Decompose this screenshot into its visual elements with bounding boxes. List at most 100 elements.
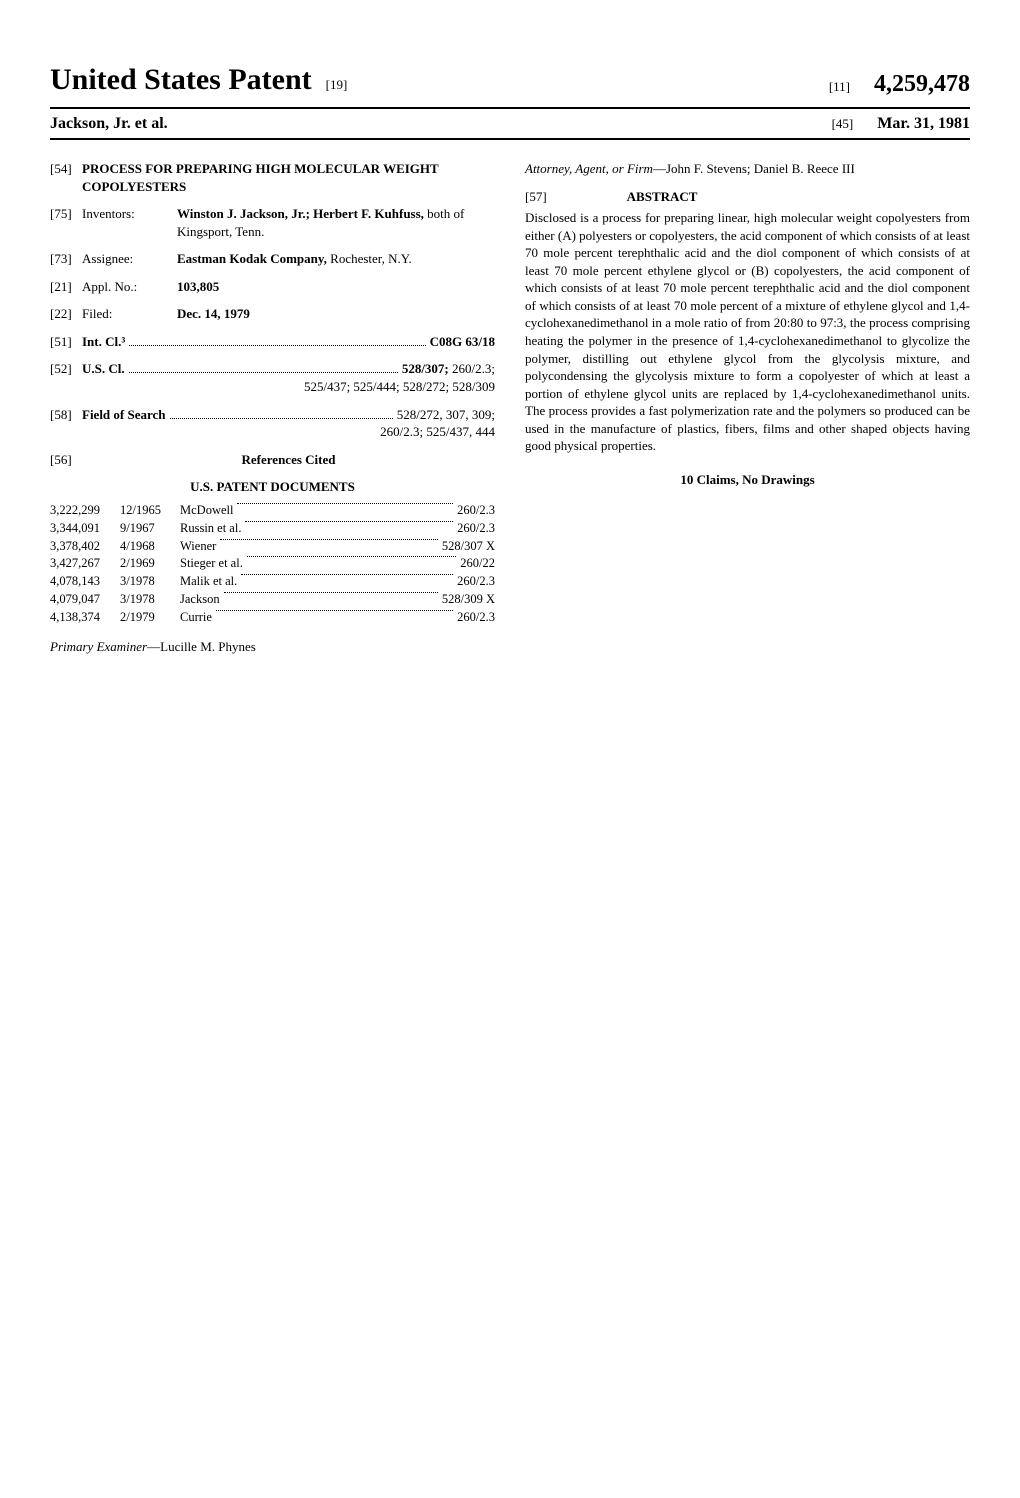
search-row: [58] Field of Search 528/272, 307, 309; xyxy=(50,406,495,424)
header-left: United States Patent [19] xyxy=(50,60,347,101)
asg-value: Eastman Kodak Company, Rochester, N.Y. xyxy=(177,250,495,268)
search-cont: 260/2.3; 525/437, 444 xyxy=(50,423,495,441)
assignee-row: [73] Assignee: Eastman Kodak Company, Ro… xyxy=(50,250,495,268)
appl-no: 103,805 xyxy=(177,278,495,296)
refs-row: [56] References Cited xyxy=(50,451,495,469)
inv-code: [75] xyxy=(50,205,82,223)
ref-date: 2/1979 xyxy=(120,609,180,626)
dots xyxy=(237,502,453,504)
ref-date: 4/1968 xyxy=(120,538,180,555)
refs-title: References Cited xyxy=(82,451,495,469)
sub-header: Jackson, Jr. et al. [45] Mar. 31, 1981 xyxy=(50,113,970,141)
title-row: [54] PROCESS FOR PREPARING HIGH MOLECULA… xyxy=(50,160,495,195)
reference-row: 3,344,0919/1967Russin et al.260/2.3 xyxy=(50,520,495,537)
ref-num: 3,222,299 xyxy=(50,502,120,519)
dots xyxy=(129,344,425,346)
uscl-row: [52] U.S. Cl. 528/307; 260/2.3; xyxy=(50,360,495,378)
reference-row: 4,138,3742/1979Currie260/2.3 xyxy=(50,609,495,626)
header: United States Patent [19] [11] 4,259,478 xyxy=(50,60,970,109)
issue-date: Mar. 31, 1981 xyxy=(877,113,970,135)
search-value: 528/272, 307, 309; xyxy=(397,406,495,424)
ref-class: 260/22 xyxy=(460,555,495,572)
docs-title: U.S. PATENT DOCUMENTS xyxy=(50,478,495,496)
intcl-value: C08G 63/18 xyxy=(430,333,495,351)
right-column: Attorney, Agent, or Firm—John F. Stevens… xyxy=(525,160,970,655)
inventors-row: [75] Inventors: Winston J. Jackson, Jr.;… xyxy=(50,205,495,240)
dots xyxy=(224,591,438,593)
uscl-val: 528/307; 260/2.3; xyxy=(402,360,495,378)
abstract-code: [57] xyxy=(525,188,547,206)
ref-rest: Stieger et al. 260/22 xyxy=(180,555,495,572)
ref-class: 528/309 X xyxy=(442,591,495,608)
columns: [54] PROCESS FOR PREPARING HIGH MOLECULA… xyxy=(50,160,970,655)
examiner-label: Primary Examiner xyxy=(50,639,147,654)
asg-name: Eastman Kodak Company, xyxy=(177,251,327,266)
dots xyxy=(245,520,453,522)
asg-loc: Rochester, N.Y. xyxy=(327,251,412,266)
reference-row: 3,427,2672/1969Stieger et al. 260/22 xyxy=(50,555,495,572)
asg-label: Assignee: xyxy=(82,250,177,268)
ref-date: 9/1967 xyxy=(120,520,180,537)
ref-name: Wiener xyxy=(180,538,216,555)
filed-code: [22] xyxy=(50,305,82,323)
dots xyxy=(247,555,456,557)
inv-names: Winston J. Jackson, Jr.; Herbert F. Kuhf… xyxy=(177,206,424,221)
ref-date: 2/1969 xyxy=(120,555,180,572)
intcl-code: [51] xyxy=(50,333,82,351)
intcl-line: Int. Cl.³ C08G 63/18 xyxy=(82,333,495,351)
ref-rest: Currie260/2.3 xyxy=(180,609,495,626)
ref-name: Malik et al. xyxy=(180,573,237,590)
ref-num: 3,427,267 xyxy=(50,555,120,572)
dots xyxy=(220,538,438,540)
ref-rest: Jackson 528/309 X xyxy=(180,591,495,608)
date-bracket: [45] xyxy=(832,115,854,133)
ref-name: Currie xyxy=(180,609,212,626)
examiner-name: —Lucille M. Phynes xyxy=(147,639,256,654)
patent-heading: United States Patent xyxy=(50,60,312,101)
intcl-label: Int. Cl.³ xyxy=(82,333,125,351)
appl-row: [21] Appl. No.: 103,805 xyxy=(50,278,495,296)
reference-row: 4,079,0473/1978Jackson528/309 X xyxy=(50,591,495,608)
examiner-line: Primary Examiner—Lucille M. Phynes xyxy=(50,638,495,656)
ref-rest: Malik et al. 260/2.3 xyxy=(180,573,495,590)
uscl-line: U.S. Cl. 528/307; 260/2.3; xyxy=(82,360,495,378)
header-right: [11] 4,259,478 xyxy=(829,68,970,100)
inv-value: Winston J. Jackson, Jr.; Herbert F. Kuhf… xyxy=(177,205,495,240)
filed-date: Dec. 14, 1979 xyxy=(177,305,495,323)
reference-row: 4,078,1433/1978Malik et al.260/2.3 xyxy=(50,573,495,590)
ref-rest: Wiener 528/307 X xyxy=(180,538,495,555)
ref-num: 4,138,374 xyxy=(50,609,120,626)
ref-class: 260/2.3 xyxy=(457,520,495,537)
abstract-text: Disclosed is a process for preparing lin… xyxy=(525,209,970,455)
ref-name: Jackson xyxy=(180,591,220,608)
uscl-tail: 260/2.3; xyxy=(449,361,495,376)
pn-bracket: [11] xyxy=(829,78,850,96)
abstract-header: [57] ABSTRACT xyxy=(525,188,970,206)
uscl-label: U.S. Cl. xyxy=(82,360,125,378)
title-code: [54] xyxy=(50,160,82,178)
inv-label: Inventors: xyxy=(82,205,177,223)
inventor-header: Jackson, Jr. et al. xyxy=(50,113,168,135)
references-list: 3,222,29912/1965McDowell260/2.33,344,091… xyxy=(50,502,495,626)
search-line: Field of Search 528/272, 307, 309; xyxy=(82,406,495,424)
invention-title: PROCESS FOR PREPARING HIGH MOLECULAR WEI… xyxy=(82,160,495,195)
uscl-code: [52] xyxy=(50,360,82,378)
reference-row: 3,378,4024/1968Wiener 528/307 X xyxy=(50,538,495,555)
ref-rest: Russin et al.260/2.3 xyxy=(180,520,495,537)
ref-class: 528/307 X xyxy=(442,538,495,555)
ref-name: Stieger et al. xyxy=(180,555,243,572)
reference-row: 3,222,29912/1965McDowell260/2.3 xyxy=(50,502,495,519)
patent-number-row: [11] 4,259,478 xyxy=(829,68,970,100)
ref-num: 4,079,047 xyxy=(50,591,120,608)
ref-num: 3,378,402 xyxy=(50,538,120,555)
attorney-label: Attorney, Agent, or Firm xyxy=(525,161,653,176)
ref-date: 12/1965 xyxy=(120,502,180,519)
claims-line: 10 Claims, No Drawings xyxy=(525,471,970,489)
uscl-cont: 525/437; 525/444; 528/272; 528/309 xyxy=(50,378,495,396)
ref-class: 260/2.3 xyxy=(457,573,495,590)
filed-label: Filed: xyxy=(82,305,177,323)
filed-row: [22] Filed: Dec. 14, 1979 xyxy=(50,305,495,323)
uscl-main: 528/307; xyxy=(402,361,449,376)
dots xyxy=(216,609,453,611)
intcl-row: [51] Int. Cl.³ C08G 63/18 xyxy=(50,333,495,351)
